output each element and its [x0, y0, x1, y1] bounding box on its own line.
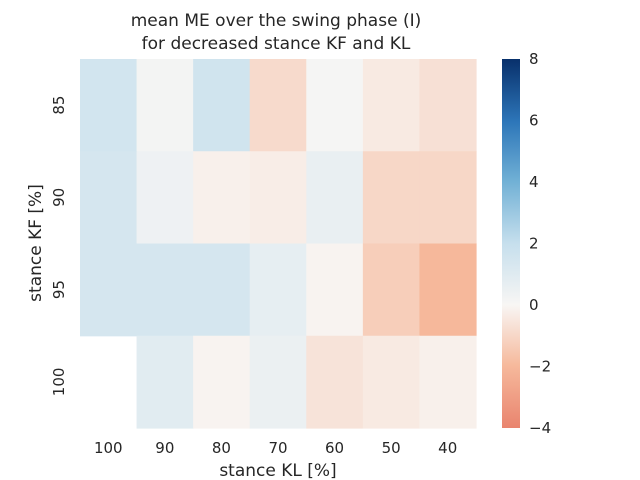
heatmap-cell	[249, 243, 307, 337]
colorbar-tick-label: 2	[529, 235, 539, 253]
heatmap-cell	[362, 243, 421, 337]
heatmap-cell	[136, 243, 194, 337]
colorbar-tick-label: 8	[529, 50, 539, 68]
heatmap-cell	[193, 335, 251, 429]
y-axis-label: stance KF [%]	[26, 184, 46, 302]
y-tick-label: 85	[50, 96, 68, 115]
heatmap-cells	[80, 59, 477, 429]
colorbar-tick-label: 0	[529, 296, 539, 314]
colorbar-tick-label: 4	[529, 173, 539, 191]
heatmap-cell	[80, 243, 138, 337]
heatmap-cell	[362, 335, 421, 429]
heatmap-cell	[362, 59, 421, 152]
heatmap-cell	[249, 59, 307, 152]
heatmap-cell	[249, 151, 307, 245]
heatmap-cell	[136, 335, 194, 429]
chart-title-line-1: mean ME over the swing phase (I)	[131, 11, 421, 31]
x-tick-label: 100	[94, 439, 123, 457]
heatmap-cell	[419, 335, 477, 429]
y-tick-label: 95	[50, 280, 68, 299]
heatmap-cell	[249, 335, 307, 429]
x-tick-labels: 100 90 80 70 60 50 40	[94, 439, 457, 457]
heatmap-cell	[419, 243, 477, 337]
colorbar-tick-label: −2	[529, 358, 551, 376]
y-tick-labels: 85 90 95 100	[50, 96, 68, 397]
heatmap-cell	[362, 151, 421, 245]
colorbar	[502, 59, 520, 428]
colorbar-tick-label: −4	[529, 419, 551, 437]
heatmap-cell	[136, 59, 194, 152]
colorbar-tick-labels: 8 6 4 2 0 −2 −4	[529, 50, 551, 437]
x-tick-label: 90	[155, 439, 174, 457]
chart-title-line-2: for decreased stance KF and KL	[142, 34, 411, 54]
x-tick-label: 60	[325, 439, 344, 457]
heatmap-cell	[306, 335, 364, 429]
heatmap-cell	[193, 151, 251, 245]
y-tick-label: 100	[50, 368, 68, 397]
x-tick-label: 50	[382, 439, 401, 457]
heatmap-cell	[306, 59, 364, 152]
y-tick-label: 90	[50, 188, 68, 207]
heatmap-cell	[80, 151, 138, 245]
heatmap-cell	[306, 243, 364, 337]
heatmap-cell	[80, 59, 138, 152]
heatmap-cell	[193, 59, 251, 152]
heatmap-cell	[419, 59, 477, 152]
heatmap-cell	[193, 243, 251, 337]
x-axis-label: stance KL [%]	[219, 461, 336, 480]
heatmap-cell	[419, 151, 477, 245]
heatmap-cell	[136, 151, 194, 245]
colorbar-tick-label: 6	[529, 112, 539, 130]
x-tick-label: 70	[268, 439, 287, 457]
x-tick-label: 40	[438, 439, 457, 457]
heatmap-cell	[306, 151, 364, 245]
x-tick-label: 80	[212, 439, 231, 457]
